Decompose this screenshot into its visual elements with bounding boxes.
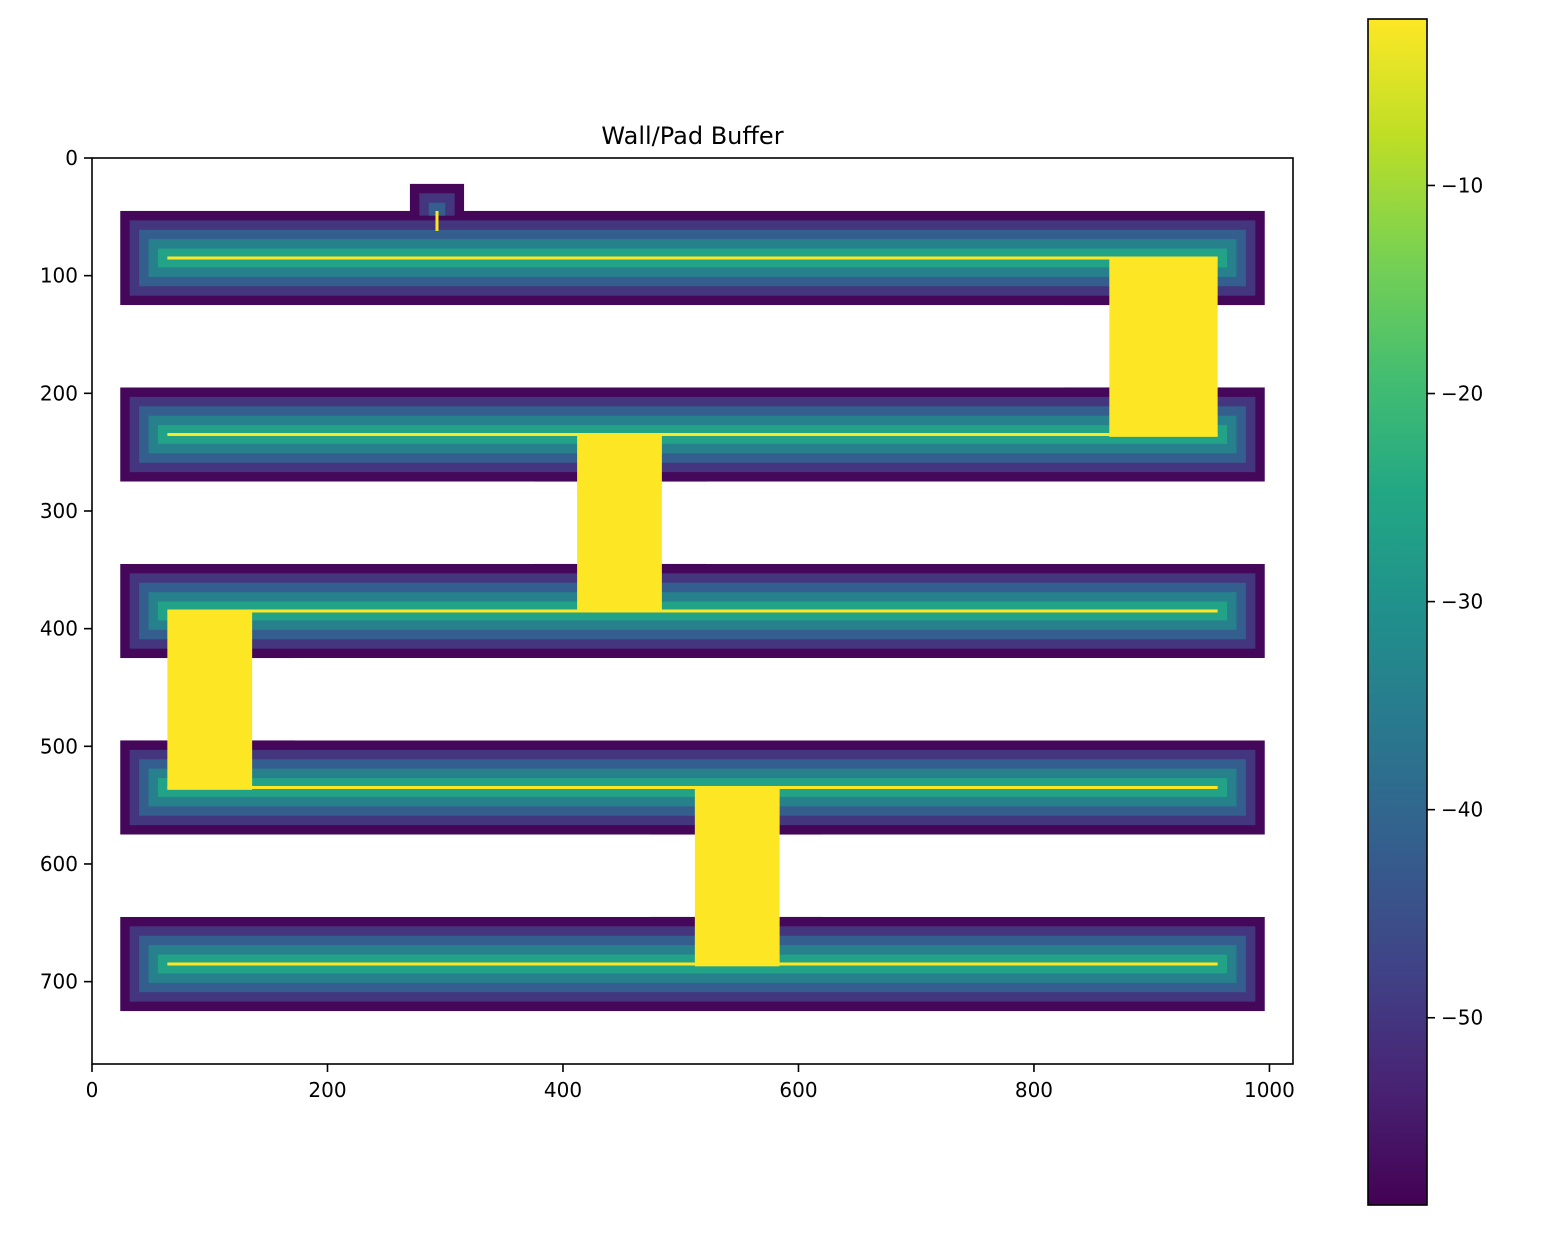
wall-region — [120, 481, 535, 564]
colorbar-tick-label: −40 — [1441, 798, 1483, 822]
buffer-plateau — [694, 787, 780, 967]
colorbar: −10 −20 −30 −40 −50 — [1367, 18, 1483, 1206]
y-tick-label: 400 — [40, 617, 78, 641]
y-tick-label: 600 — [40, 852, 78, 876]
y-tick-label: 100 — [40, 264, 78, 288]
buffer-plateau — [1109, 258, 1218, 437]
x-axis: 0 200 400 600 800 1000 — [86, 1064, 1295, 1102]
x-tick-label: 200 — [308, 1078, 346, 1102]
colorbar-ticks: −10 −20 −30 −40 −50 — [1427, 173, 1483, 1030]
chart-title: Wall/Pad Buffer — [601, 122, 783, 150]
wall-region — [120, 305, 1065, 388]
colorbar-gradient — [1367, 18, 1428, 1206]
wall-region — [120, 834, 651, 917]
y-tick-label: 200 — [40, 381, 78, 405]
x-tick-label: 0 — [86, 1078, 99, 1102]
heatmap-image — [120, 183, 1265, 1012]
y-tick-label: 700 — [40, 970, 78, 994]
x-tick-label: 600 — [779, 1078, 817, 1102]
buffer-plateau — [577, 434, 662, 611]
axes-frame — [91, 157, 1294, 1065]
colorbar-tick-label: −50 — [1441, 1006, 1483, 1030]
y-tick-label: 300 — [40, 499, 78, 523]
wall-region — [822, 834, 1265, 917]
x-tick-label: 800 — [1015, 1078, 1053, 1102]
x-tick-label: 400 — [544, 1078, 582, 1102]
colorbar-tick-label: −20 — [1441, 382, 1483, 406]
buffer-band — [428, 202, 446, 216]
colorbar-tick-label: −10 — [1441, 173, 1483, 197]
x-tick-label: 1000 — [1244, 1078, 1295, 1102]
wall-region — [706, 481, 1265, 564]
y-axis: 0 100 200 300 400 500 600 700 — [40, 146, 92, 994]
wall-region — [294, 658, 1265, 741]
y-tick-label: 500 — [40, 734, 78, 758]
colorbar-tick-label: −30 — [1441, 590, 1483, 614]
buffer-plateau — [167, 611, 253, 790]
y-tick-label: 0 — [65, 146, 78, 170]
